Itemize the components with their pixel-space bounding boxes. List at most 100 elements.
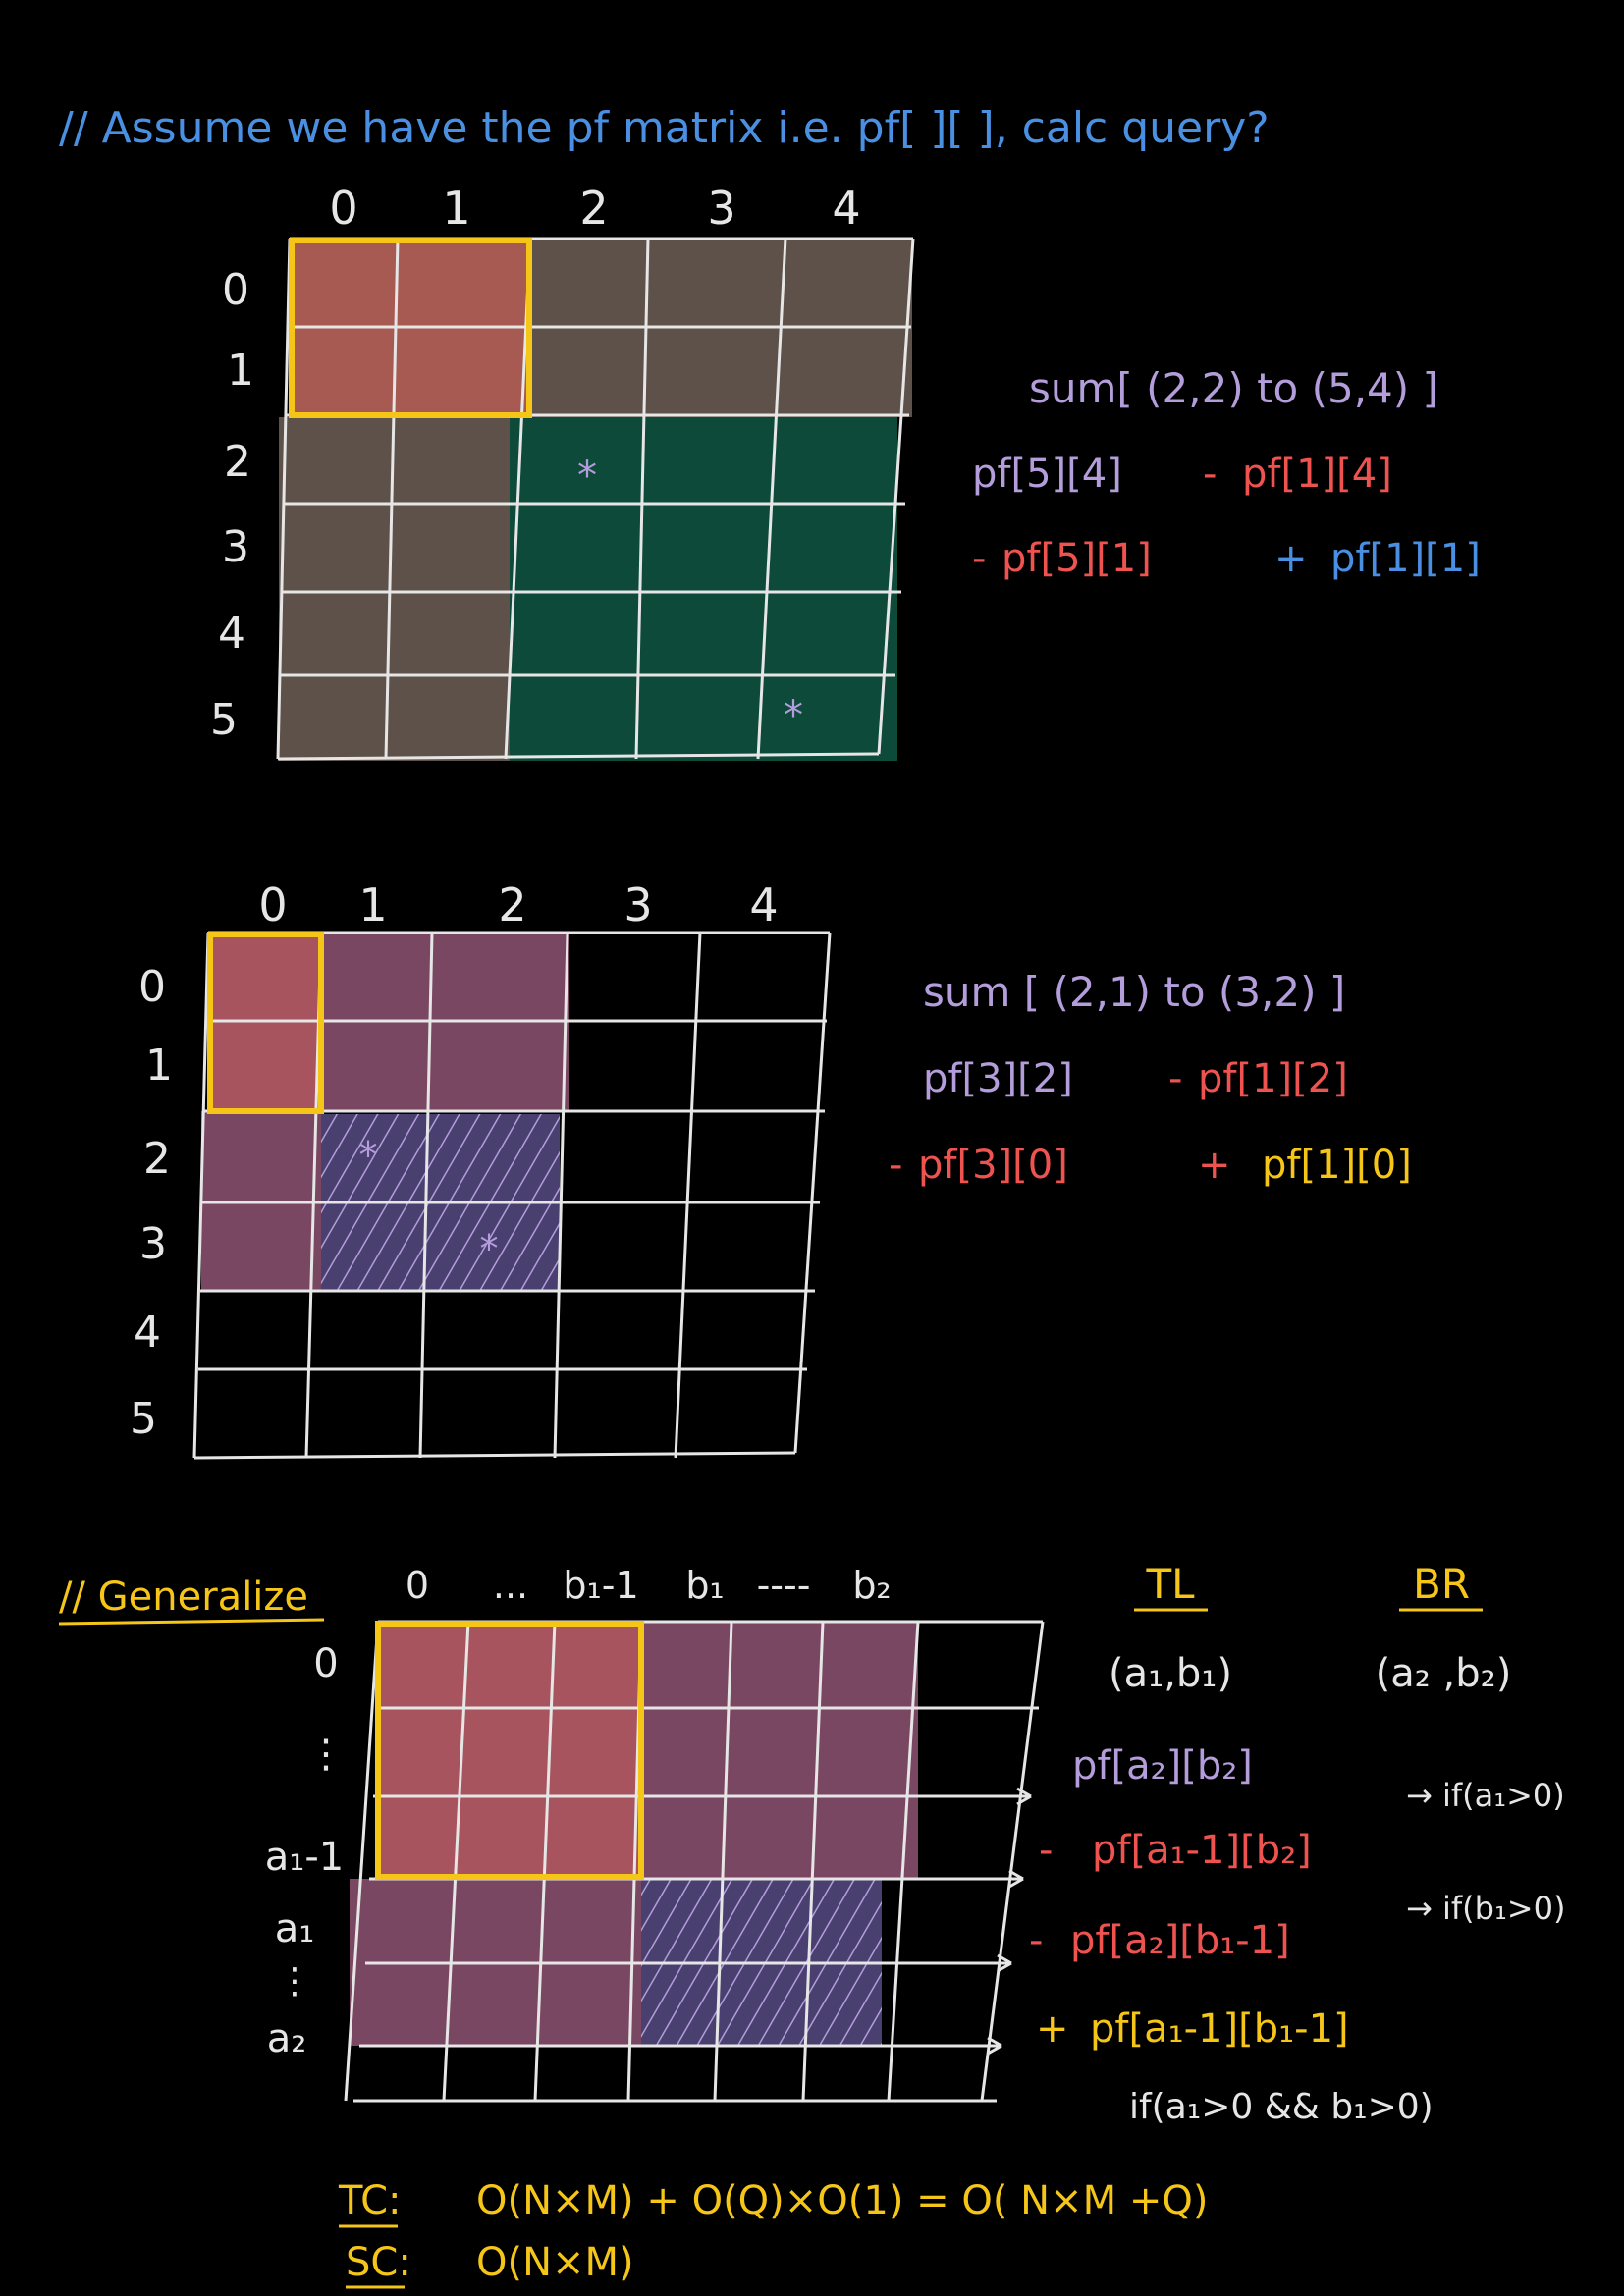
s1-term1: pf[5][4] xyxy=(972,452,1122,497)
s1-col-label: 4 xyxy=(832,182,860,235)
s1-col-label: 0 xyxy=(329,182,357,235)
s2-col-label: 3 xyxy=(623,879,652,932)
s2-col-label: 2 xyxy=(498,879,526,932)
s1-term3: pf[5][1] xyxy=(1001,536,1152,581)
s3-term3: pf[a₂][b₁-1] xyxy=(1070,1918,1290,1963)
s3-arrowhead xyxy=(1016,1787,1032,1806)
s3-cond3: → if(b₁>0) xyxy=(1406,1890,1565,1927)
s3-col-label: b₁ xyxy=(685,1564,724,1607)
section2-grid-group xyxy=(192,931,832,1460)
s1-grid-lines xyxy=(276,237,915,761)
s3-row-arrows xyxy=(987,1787,1032,2056)
s1-term3-sign: - xyxy=(972,536,986,581)
s2-query: sum [ (2,1) to (3,2) ] xyxy=(923,968,1345,1016)
s2-start-star: * xyxy=(359,1134,378,1177)
s2-row-label: 2 xyxy=(143,1134,171,1184)
s2-prefix-outline xyxy=(207,932,324,1114)
s2-term3: pf[3][0] xyxy=(918,1143,1068,1188)
s3-tl-value: (a₁,b₁) xyxy=(1109,1651,1232,1696)
s1-term4: pf[1][1] xyxy=(1330,536,1481,581)
s1-end-star: * xyxy=(784,693,803,738)
s3-col-label: ---- xyxy=(757,1564,811,1607)
s3-col-label: b₁-1 xyxy=(563,1564,638,1607)
s1-col-label: 2 xyxy=(579,182,608,235)
s1-left-fill xyxy=(279,417,510,761)
s3-term1: pf[a₂][b₂] xyxy=(1072,1743,1253,1789)
s1-prefix-outline xyxy=(289,238,532,418)
s3-col-labels: 0 ... b₁-1 b₁ ---- b₂ xyxy=(406,1564,892,1607)
s2-row-labels: 0 1 2 3 4 5 xyxy=(130,962,173,1444)
s3-row-label: ⋮ xyxy=(306,1732,346,1777)
s1-term4-sign: + xyxy=(1274,536,1308,581)
s2-row-label: 5 xyxy=(130,1394,157,1444)
s1-start-star: * xyxy=(577,454,597,499)
s3-br-label: BR xyxy=(1413,1560,1470,1608)
s1-row-label: 4 xyxy=(218,609,245,659)
s1-query-region-fill xyxy=(510,417,897,761)
tc-value: O(N×M) + O(Q)×O(1) = O( N×M +Q) xyxy=(476,2178,1208,2223)
s2-col-label: 0 xyxy=(258,879,287,932)
heading: // Assume we have the pf matrix i.e. pf[… xyxy=(59,103,1270,153)
s3-tl-label: TL xyxy=(1145,1560,1195,1608)
s3-top-fill xyxy=(641,1622,918,1879)
s2-term2-sign: - xyxy=(1168,1056,1182,1101)
s3-br-value: (a₂ ,b₂) xyxy=(1376,1651,1512,1696)
s3-prefix-outline xyxy=(375,1621,644,1880)
s2-term2: pf[1][2] xyxy=(1198,1056,1348,1101)
s2-col-label: 4 xyxy=(749,879,778,932)
s1-row-label: 2 xyxy=(224,437,251,487)
s1-col-labels: 0 1 2 3 4 xyxy=(329,182,860,235)
s3-arrowhead xyxy=(987,2036,1002,2056)
s3-row-labels: 0 ⋮ a₁-1 a₁ ⋮ a₂ xyxy=(265,1641,346,2061)
section1-grid-group xyxy=(276,237,915,761)
s1-col-label: 3 xyxy=(707,182,735,235)
s2-term1: pf[3][2] xyxy=(923,1056,1073,1101)
s1-term2: pf[1][4] xyxy=(1242,452,1392,497)
s2-row-label: 3 xyxy=(139,1219,167,1269)
s2-term4-sign: + xyxy=(1198,1143,1231,1188)
s3-title: // Generalize xyxy=(59,1575,308,1620)
s2-grid-lines xyxy=(192,931,832,1460)
s2-row-label: 0 xyxy=(138,962,166,1012)
s3-grid-lines xyxy=(344,1620,1045,2103)
tc-label: TC: xyxy=(338,2178,402,2223)
s3-arrowhead xyxy=(997,1953,1012,1973)
section3-grid-group xyxy=(344,1620,1045,2103)
s3-arrowhead xyxy=(1008,1869,1024,1889)
sc-value: O(N×M) xyxy=(476,2240,634,2285)
s3-row-label: a₂ xyxy=(267,2016,307,2061)
s3-term4: pf[a₁-1][b₁-1] xyxy=(1090,2006,1349,2052)
s3-row-label: a₁-1 xyxy=(265,1835,344,1880)
s3-prefix-fill xyxy=(376,1622,641,1879)
s3-cond2: → if(a₁>0) xyxy=(1406,1777,1565,1814)
sc-label: SC: xyxy=(346,2240,411,2285)
s1-term2-sign: - xyxy=(1203,452,1217,497)
s1-query: sum[ (2,2) to (5,4) ] xyxy=(1029,364,1438,412)
s2-col-label: 1 xyxy=(358,879,387,932)
s3-col-label: b₂ xyxy=(852,1564,891,1607)
s2-row-label: 1 xyxy=(145,1041,173,1091)
s3-row-label: 0 xyxy=(313,1641,338,1686)
s2-term4: pf[1][0] xyxy=(1262,1143,1412,1188)
s3-cond4: if(a₁>0 && b₁>0) xyxy=(1129,2087,1434,2127)
s2-end-star: * xyxy=(480,1227,499,1270)
s3-col-label: 0 xyxy=(406,1564,429,1607)
s2-row-label: 4 xyxy=(134,1308,161,1358)
s1-row-label: 3 xyxy=(222,522,249,572)
s1-col-label: 1 xyxy=(442,182,470,235)
s3-row-label: a₁ xyxy=(275,1906,315,1951)
s2-col-labels: 0 1 2 3 4 xyxy=(258,879,778,932)
s1-row-label: 1 xyxy=(227,346,254,396)
s3-title-underline xyxy=(58,1618,325,1626)
s1-row-labels: 0 1 2 3 4 5 xyxy=(210,265,254,745)
s3-term4-sign: + xyxy=(1036,2006,1069,2052)
s1-row-label: 0 xyxy=(222,265,249,315)
s2-term3-sign: - xyxy=(889,1143,902,1188)
s3-term2-sign: - xyxy=(1039,1828,1053,1873)
s3-term3-sign: - xyxy=(1029,1918,1043,1963)
s3-col-label: ... xyxy=(493,1564,528,1607)
s3-term2: pf[a₁-1][b₂] xyxy=(1092,1828,1312,1873)
s1-row-label: 5 xyxy=(210,695,238,745)
s3-row-label: ⋮ xyxy=(277,1961,312,2002)
